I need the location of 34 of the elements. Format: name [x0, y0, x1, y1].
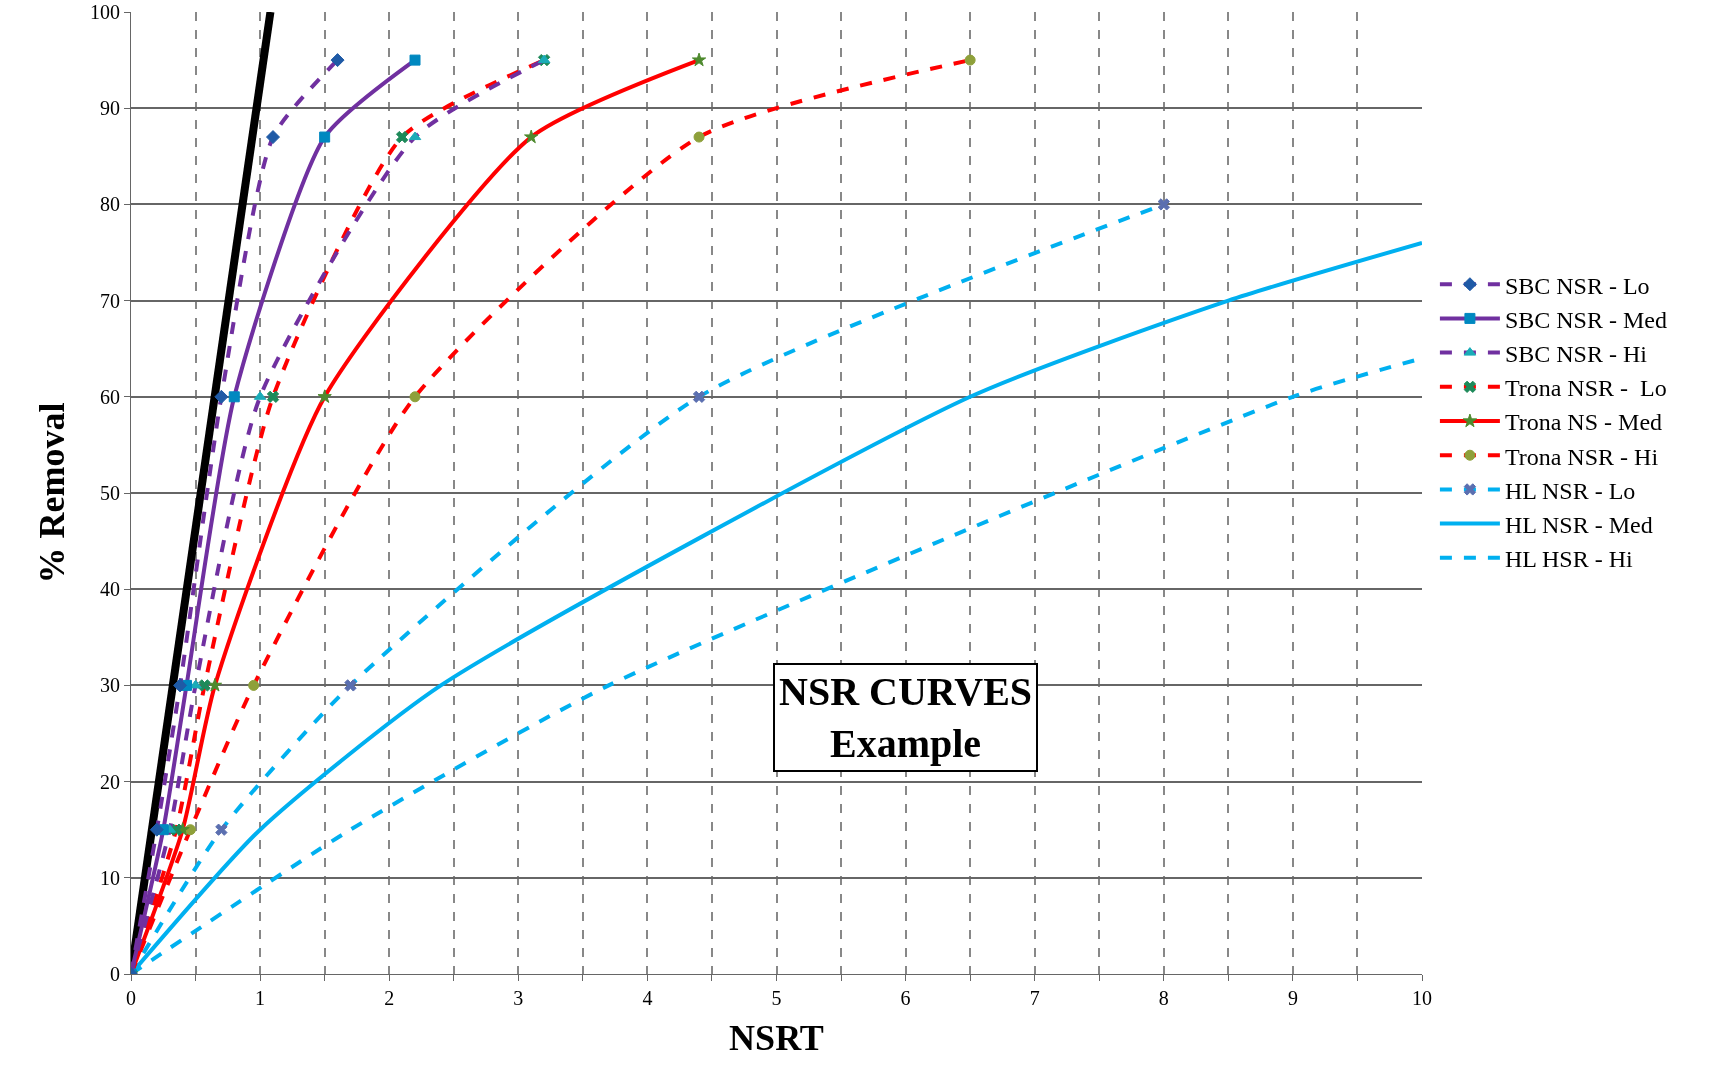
- legend-label: HL NSR - Lo: [1504, 477, 1636, 504]
- x-axis-title: NSRT: [729, 1017, 824, 1058]
- x-tick-label: 9: [1287, 987, 1298, 1009]
- x-tick-label: 8: [1158, 987, 1169, 1009]
- x-tick-label: 1: [255, 987, 266, 1009]
- y-tick-label: 40: [100, 578, 120, 601]
- y-axis-title: % Removal: [31, 402, 72, 584]
- legend-label: HL NSR - Med: [1504, 511, 1653, 538]
- legend-label: SBC NSR - Med: [1504, 306, 1667, 333]
- y-tick-label: 60: [100, 385, 120, 408]
- y-tick-label: 20: [100, 770, 120, 793]
- x-tick-label: 4: [642, 987, 653, 1009]
- legend-label: Trona NSR - Hi: [1504, 443, 1659, 470]
- legend-label: Trona NSR - Lo: [1504, 375, 1667, 402]
- x-tick-label: 3: [513, 987, 524, 1009]
- y-tick-label: 0: [110, 963, 120, 985]
- legend-label: Trona NS - Med: [1504, 409, 1663, 436]
- y-tick-label: 10: [100, 866, 120, 889]
- y-tick-label: 100: [90, 1, 120, 23]
- y-tick-label: 80: [100, 193, 120, 216]
- annotation: NSR CURVES Example: [779, 669, 1033, 766]
- x-tick-label: 7: [1029, 987, 1040, 1009]
- x-tick-label: 6: [900, 987, 911, 1009]
- x-tick-label: 10: [1412, 987, 1432, 1009]
- x-tick-label: 2: [384, 987, 395, 1009]
- x-tick-label: 0: [126, 987, 136, 1009]
- legend-label: SBC NSR - Hi: [1504, 340, 1648, 367]
- x-tick-label: 5: [771, 987, 782, 1009]
- y-tick-label: 50: [100, 482, 120, 504]
- legend-label: SBC NSR - Lo: [1504, 272, 1650, 299]
- y-tick-label: 30: [100, 674, 120, 697]
- y-tick-label: 90: [100, 97, 120, 120]
- y-tick-label: 70: [100, 289, 120, 312]
- legend-label: HL HSR - Hi: [1504, 546, 1634, 573]
